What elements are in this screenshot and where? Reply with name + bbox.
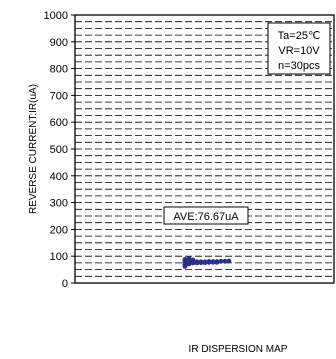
data-point xyxy=(190,257,196,263)
data-point xyxy=(182,257,188,262)
condition-voltage: VR=10V xyxy=(278,45,320,57)
y-tick-label: 500 xyxy=(50,144,68,156)
data-point xyxy=(198,259,204,265)
data-points xyxy=(182,256,232,269)
y-tick-label: 700 xyxy=(50,90,68,102)
y-tick-label: 900 xyxy=(50,37,68,49)
data-point xyxy=(210,259,216,264)
data-point xyxy=(214,259,220,264)
chart-caption: IR DISPERSION MAP xyxy=(189,344,288,355)
condition-sample-count: n=30pcs xyxy=(278,60,320,72)
y-tick-label: 600 xyxy=(50,117,68,129)
y-tick-label: 300 xyxy=(50,198,68,210)
y-tick-label: 200 xyxy=(50,224,68,236)
data-point xyxy=(202,259,208,265)
average-label: AVE:76.67uA xyxy=(173,211,239,223)
conditions-box: Ta=25℃ VR=10V n=30pcs xyxy=(267,22,331,75)
data-point xyxy=(206,259,212,264)
y-axis-ticks: 0 100 200 300 400 500 600 700 800 900 1000 xyxy=(44,10,75,290)
y-tick-label: 800 xyxy=(50,64,68,76)
data-point xyxy=(218,258,224,264)
y-tick-label: 100 xyxy=(50,251,68,263)
y-tick-label: 400 xyxy=(50,171,68,183)
y-tick-label: 0 xyxy=(62,278,68,290)
data-point xyxy=(226,258,232,264)
data-point xyxy=(222,258,228,264)
y-tick-label: 1000 xyxy=(44,10,68,22)
data-point xyxy=(186,256,192,262)
condition-temperature: Ta=25℃ xyxy=(278,30,321,42)
average-box: AVE:76.67uA xyxy=(163,206,249,225)
data-point xyxy=(194,259,200,265)
y-axis-label: REVERSE CURRENT:IR(uA) xyxy=(28,84,39,214)
